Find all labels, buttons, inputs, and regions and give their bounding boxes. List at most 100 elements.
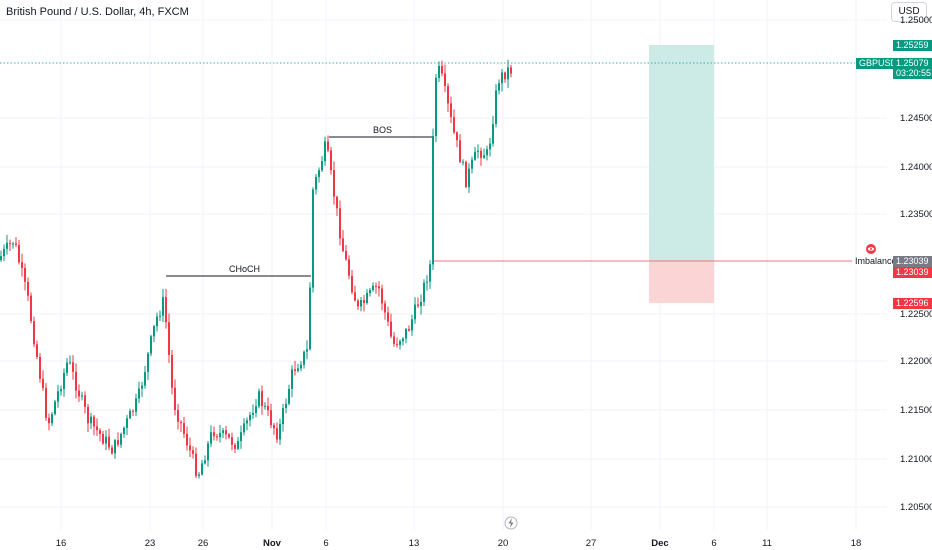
- candle-body: [417, 304, 419, 307]
- candle-body: [285, 403, 287, 409]
- currency-button[interactable]: USD: [891, 2, 927, 22]
- candle-body: [201, 463, 203, 475]
- y-tick-label: 1.22000: [900, 356, 932, 367]
- candle-body: [507, 67, 509, 80]
- candle-body: [9, 242, 11, 244]
- candle-body: [348, 259, 350, 276]
- candle-body: [462, 161, 464, 163]
- candle-body: [66, 362, 68, 373]
- x-tick-label: 26: [197, 538, 209, 549]
- candle-body: [231, 437, 233, 445]
- candle-body: [444, 73, 446, 87]
- current-price-tag: 1.25079: [893, 58, 932, 69]
- candle-body: [21, 262, 23, 268]
- candle-body: [78, 390, 80, 397]
- candle-body: [213, 432, 215, 437]
- candle-body: [441, 65, 443, 74]
- candle-body: [72, 362, 74, 372]
- candle-body: [30, 295, 32, 322]
- candle-body: [243, 423, 245, 433]
- candle-body: [330, 150, 332, 171]
- candle-body: [42, 378, 44, 388]
- profit-zone[interactable]: [649, 45, 714, 261]
- candle-body: [144, 371, 146, 386]
- candle-body: [249, 414, 251, 421]
- candle-body: [399, 341, 401, 345]
- candle-body: [267, 405, 269, 411]
- lightning-icon[interactable]: [504, 516, 518, 530]
- candle-body: [36, 344, 38, 357]
- y-tick-label: 1.24500: [900, 113, 932, 124]
- candle-body: [381, 288, 383, 304]
- candle-body: [321, 161, 323, 171]
- candle-body: [495, 90, 497, 125]
- candle-body: [408, 328, 410, 331]
- candle-body: [456, 132, 458, 141]
- candle-body: [294, 369, 296, 371]
- candle-body: [291, 369, 293, 389]
- x-tick-label: Dec: [651, 538, 669, 549]
- candle-body: [312, 189, 314, 288]
- candle-body: [69, 362, 71, 364]
- candles: [0, 59, 512, 479]
- candle-body: [414, 304, 416, 320]
- candle-body: [351, 275, 353, 293]
- candle-body: [108, 436, 110, 448]
- y-tick-label: 1.25000: [900, 15, 932, 26]
- candle-body: [18, 244, 20, 263]
- candle-body: [93, 416, 95, 427]
- candle-body: [138, 388, 140, 399]
- candle-body: [498, 83, 500, 91]
- candle-body: [210, 432, 212, 444]
- candle-body: [339, 208, 341, 239]
- candle-body: [111, 447, 113, 454]
- eye-icon[interactable]: [866, 244, 876, 254]
- candle-body: [45, 387, 47, 418]
- candle-body: [57, 391, 59, 402]
- candle-body: [180, 421, 182, 424]
- candle-body: [219, 433, 221, 438]
- candle-body: [24, 267, 26, 282]
- candle-body: [375, 285, 377, 287]
- candle-body: [255, 406, 257, 413]
- candle-body: [276, 428, 278, 440]
- candle-body: [393, 336, 395, 344]
- x-tick-label: 11: [762, 538, 772, 549]
- candle-body: [306, 349, 308, 352]
- candle-body: [279, 424, 281, 440]
- candle-body: [357, 300, 359, 307]
- candle-body: [315, 176, 317, 190]
- candle-body: [240, 432, 242, 442]
- candle-body: [237, 441, 239, 449]
- candle-body: [87, 407, 89, 424]
- candle-body: [258, 391, 260, 407]
- loss-zone[interactable]: [649, 261, 714, 303]
- candle-body: [504, 72, 506, 80]
- stop-price-tag: 1.22596: [893, 298, 932, 309]
- candle-body: [234, 444, 236, 449]
- candle-body: [96, 426, 98, 431]
- candle-body: [81, 395, 83, 397]
- candle-body: [333, 170, 335, 197]
- candle-body: [459, 140, 461, 163]
- candle-body: [468, 168, 470, 187]
- candle-body: [12, 243, 14, 245]
- x-tick-label: 13: [408, 538, 420, 549]
- candle-body: [192, 450, 194, 454]
- choch-label: CHoCH: [229, 264, 261, 274]
- candle-body: [372, 285, 374, 291]
- candle-body: [474, 151, 476, 160]
- candle-body: [426, 281, 428, 283]
- candle-body: [207, 443, 209, 461]
- x-tick-label: 20: [497, 538, 509, 549]
- candle-body: [282, 408, 284, 425]
- candle-body: [228, 434, 230, 438]
- candle-body: [225, 430, 227, 435]
- candle-body: [252, 412, 254, 415]
- candle-body: [54, 401, 56, 415]
- candle-body: [3, 248, 5, 257]
- candle-body: [411, 319, 413, 331]
- candle-body: [171, 354, 173, 388]
- candle-body: [222, 430, 224, 434]
